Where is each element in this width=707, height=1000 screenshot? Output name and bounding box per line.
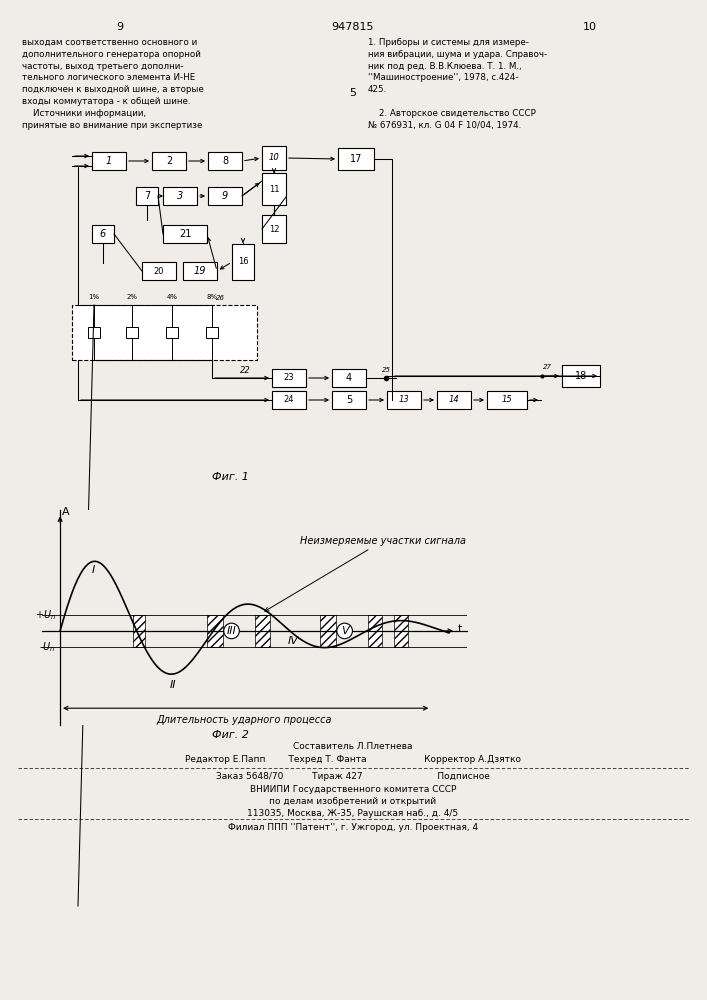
Bar (208, 187, 242, 205)
Bar (338, 148, 374, 170)
Bar (163, 187, 197, 205)
Text: 5: 5 (346, 395, 352, 405)
Bar (262, 173, 286, 205)
Text: выходам соответственно основного и
дополнительного генератора опорной
частоты, в: выходам соответственно основного и допол… (22, 38, 204, 130)
Bar (332, 369, 366, 387)
Text: 9: 9 (222, 191, 228, 201)
Text: 25: 25 (382, 367, 390, 373)
Text: 4: 4 (346, 373, 352, 383)
Text: Неизмеряемые участки сигнала: Неизмеряемые участки сигнала (265, 536, 467, 611)
Text: t: t (457, 624, 462, 634)
Bar (142, 262, 176, 280)
Text: 1. Приборы и системы для измере-
ния вибрации, шума и удара. Справоч-
ник под ре: 1. Приборы и системы для измере- ния виб… (368, 38, 547, 130)
Bar (88, 326, 100, 338)
Text: 947815: 947815 (332, 22, 374, 32)
Text: IV: IV (288, 636, 299, 646)
Text: 15: 15 (502, 395, 513, 404)
Text: III: III (227, 626, 236, 636)
Bar (92, 225, 114, 243)
Text: 18: 18 (575, 371, 587, 381)
Text: +$U_n$: +$U_n$ (35, 608, 56, 622)
Text: Фиг. 1: Фиг. 1 (211, 472, 248, 482)
Bar (320, 615, 336, 647)
Text: 4%: 4% (167, 294, 177, 300)
Text: 22: 22 (240, 366, 250, 375)
Bar (255, 615, 270, 647)
Text: 11: 11 (269, 184, 279, 194)
Bar (152, 152, 186, 170)
Text: 14: 14 (449, 395, 460, 404)
Text: 16: 16 (238, 257, 248, 266)
Bar (136, 187, 158, 205)
Bar (332, 391, 366, 409)
Bar (206, 615, 223, 647)
Bar (387, 391, 421, 409)
Text: 17: 17 (350, 154, 362, 164)
Text: 2%: 2% (127, 294, 137, 300)
Text: 10: 10 (583, 22, 597, 32)
Text: 26: 26 (216, 295, 225, 301)
Bar (487, 391, 527, 409)
Text: 2: 2 (166, 156, 172, 166)
Text: 20: 20 (153, 266, 164, 275)
Text: Заказ 5648/70          Тираж 427                          Подписное: Заказ 5648/70 Тираж 427 Подписное (216, 772, 490, 781)
Bar (232, 244, 254, 280)
Bar (272, 369, 306, 387)
Bar (208, 152, 242, 170)
Bar (368, 615, 382, 647)
Text: II: II (170, 680, 177, 690)
Text: 24: 24 (284, 395, 294, 404)
Bar (272, 391, 306, 409)
Bar (262, 146, 286, 170)
Bar (562, 365, 600, 387)
Bar (133, 615, 145, 647)
Text: 13: 13 (399, 395, 409, 404)
Text: 113035, Москва, Ж-35, Раушская наб., д. 4/5: 113035, Москва, Ж-35, Раушская наб., д. … (247, 809, 459, 818)
Text: 19: 19 (194, 266, 206, 276)
Text: Фиг. 2: Фиг. 2 (211, 730, 248, 740)
Bar (163, 225, 207, 243)
Text: Филиал ППП ''Патент'', г. Ужгород, ул. Проектная, 4: Филиал ППП ''Патент'', г. Ужгород, ул. П… (228, 823, 478, 832)
Text: A: A (62, 507, 69, 517)
Text: 3: 3 (177, 191, 183, 201)
Bar (262, 215, 286, 243)
Bar (437, 391, 471, 409)
Bar (183, 262, 217, 280)
Text: 8: 8 (222, 156, 228, 166)
Text: Длительность ударного процесса: Длительность ударного процесса (156, 715, 332, 725)
Text: 6: 6 (100, 229, 106, 239)
Text: 9: 9 (117, 22, 124, 32)
Bar (126, 326, 138, 338)
Text: 7: 7 (144, 191, 150, 201)
Text: -$U_n$: -$U_n$ (40, 640, 56, 654)
Text: Составитель Л.Плетнева: Составитель Л.Плетнева (293, 742, 413, 751)
Bar (92, 152, 126, 170)
Bar (394, 615, 408, 647)
Bar (72, 305, 257, 360)
Bar (166, 326, 178, 338)
Bar (206, 326, 218, 338)
Text: 1: 1 (106, 156, 112, 166)
Text: 21: 21 (179, 229, 191, 239)
Text: V: V (341, 626, 349, 636)
Text: I: I (92, 565, 95, 575)
Text: 1%: 1% (88, 294, 100, 300)
Text: 27: 27 (542, 364, 551, 370)
Text: 12: 12 (269, 225, 279, 233)
Text: 23: 23 (284, 373, 294, 382)
Text: 10: 10 (269, 153, 279, 162)
Text: по делам изобретений и открытий: по делам изобретений и открытий (269, 797, 436, 806)
Text: 5: 5 (349, 88, 356, 98)
Text: 8%: 8% (206, 294, 218, 300)
Text: Редактор Е.Папп        Техред Т. Фанта                    Корректор А.Дзятко: Редактор Е.Папп Техред Т. Фанта Корректо… (185, 755, 521, 764)
Text: ВНИИПИ Государственного комитета СССР: ВНИИПИ Государственного комитета СССР (250, 785, 456, 794)
